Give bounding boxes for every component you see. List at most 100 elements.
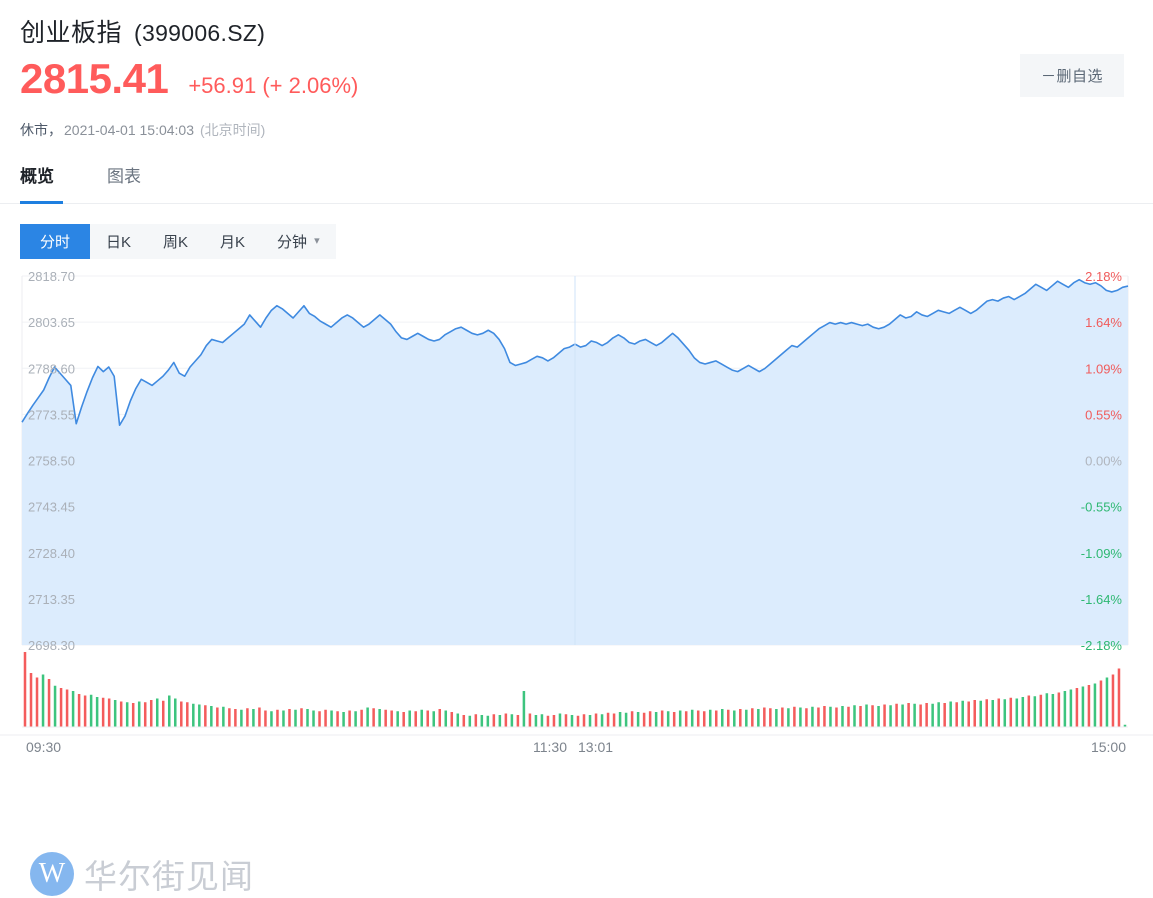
volume-bar xyxy=(348,710,351,727)
volume-bar xyxy=(456,713,460,727)
volume-bar xyxy=(666,711,670,727)
volume-bar xyxy=(528,713,532,727)
volume-bar xyxy=(817,707,820,727)
volume-bar xyxy=(745,709,748,727)
tab-overview[interactable]: 概览 xyxy=(20,167,54,186)
volume-bar xyxy=(95,697,99,727)
y-axis-right-tick: -1.09% xyxy=(1081,546,1123,561)
volume-bar xyxy=(594,713,598,727)
volume-bar xyxy=(919,704,922,727)
volume-bar xyxy=(486,715,490,727)
last-price: 2815.41 xyxy=(20,55,169,102)
y-axis-left-tick: 2728.40 xyxy=(28,546,75,561)
volume-bar xyxy=(739,709,742,727)
volume-bar xyxy=(1033,696,1037,727)
period-monthly[interactable]: 月K xyxy=(220,234,246,251)
volume-bar xyxy=(1027,695,1031,727)
volume-bar xyxy=(149,700,153,727)
watermark-logo-icon: W xyxy=(30,852,74,896)
volume-bar xyxy=(119,701,123,727)
volume-bar xyxy=(468,715,472,727)
period-intraday[interactable]: 分时 xyxy=(20,224,90,259)
volume-bar xyxy=(342,712,345,727)
volume-bar xyxy=(534,715,538,727)
volume-bar xyxy=(648,711,652,727)
volume-bar xyxy=(101,697,105,727)
volume-bar xyxy=(660,710,664,727)
volume-bar xyxy=(1045,693,1049,727)
volume-bar xyxy=(612,713,616,727)
volume-bar xyxy=(1123,724,1127,727)
volume-bar xyxy=(498,715,502,727)
volume-bar xyxy=(1003,699,1007,727)
instrument-title: 创业板指 (399006.SZ) xyxy=(20,13,265,49)
volume-bar xyxy=(516,715,520,727)
period-daily[interactable]: 日K xyxy=(106,234,132,251)
volume-bar xyxy=(781,707,784,727)
volume-bar xyxy=(174,698,177,727)
volume-bar xyxy=(246,708,249,727)
y-axis-left-tick: 2743.45 xyxy=(28,500,75,515)
volume-bar xyxy=(925,703,928,727)
volume-bar xyxy=(264,710,267,727)
volume-bar xyxy=(204,705,207,727)
volume-bar xyxy=(1063,691,1067,727)
period-weekly[interactable]: 周K xyxy=(163,234,189,251)
intraday-chart[interactable]: 2818.70 2803.65 2788.60 2773.55 2758.50 2743.… xyxy=(0,270,1153,896)
volume-bar xyxy=(408,710,411,727)
volume-bar xyxy=(1057,692,1061,727)
volume-bar xyxy=(354,711,357,727)
quote-timezone: (北京时间) xyxy=(200,122,266,138)
volume-bar xyxy=(967,701,970,727)
volume-bar xyxy=(895,703,898,727)
volume-bar xyxy=(137,701,141,727)
volume-bar xyxy=(636,712,640,727)
volume-bar xyxy=(450,712,454,727)
chevron-down-icon: ▾ xyxy=(314,235,320,247)
volume-bar xyxy=(1099,680,1103,727)
watermark-text: 华尔街见闻 xyxy=(84,860,254,896)
volume-bar xyxy=(973,700,976,727)
volume-bar xyxy=(1039,694,1043,727)
tab-charts[interactable]: 图表 xyxy=(107,167,141,186)
volume-bar xyxy=(155,698,159,727)
volume-bar xyxy=(582,714,586,727)
volume-bar xyxy=(696,710,700,727)
volume-bar xyxy=(997,698,1001,727)
period-minute-dropdown[interactable]: 分钟 ▾ xyxy=(261,224,336,259)
volume-bar xyxy=(89,694,93,727)
volume-bar xyxy=(198,704,201,727)
volume-bar xyxy=(642,712,646,727)
volume-bar xyxy=(47,679,51,727)
volume-bar xyxy=(131,703,135,727)
volume-bar xyxy=(336,711,339,727)
volume-bar xyxy=(29,673,33,727)
period-switcher: 分时 日K 周K 月K 分钟 ▾ xyxy=(20,224,336,259)
volume-bar xyxy=(949,701,952,727)
instrument-code: (399006.SZ) xyxy=(134,20,266,46)
volume-bar xyxy=(258,707,261,727)
remove-from-watchlist-button[interactable]: －删自选 xyxy=(1020,54,1124,97)
volume-bar xyxy=(330,710,333,727)
volume-bar xyxy=(324,709,327,727)
volume-bar xyxy=(763,707,766,727)
volume-bar xyxy=(913,703,916,727)
volume-bar xyxy=(727,709,730,727)
volume-bar xyxy=(943,703,946,727)
y-axis-right-tick: 2.18% xyxy=(1085,270,1122,284)
volume-bar xyxy=(564,714,568,727)
y-axis-left-tick: 2788.60 xyxy=(28,361,75,376)
volume-bar xyxy=(180,701,183,727)
volume-bar xyxy=(522,691,526,727)
volume-bar xyxy=(402,712,405,727)
volume-bar xyxy=(1087,685,1091,727)
volume-bar xyxy=(210,706,213,727)
volume-bar xyxy=(318,711,321,727)
volume-bar xyxy=(288,709,291,727)
volume-bar xyxy=(672,712,676,727)
volume-bar xyxy=(390,710,393,727)
volume-bar xyxy=(1081,686,1085,727)
volume-bar xyxy=(558,713,562,727)
volume-bar xyxy=(654,712,658,727)
chart-canvas[interactable]: 2818.70 2803.65 2788.60 2773.55 2758.50 2743.… xyxy=(0,270,1153,780)
